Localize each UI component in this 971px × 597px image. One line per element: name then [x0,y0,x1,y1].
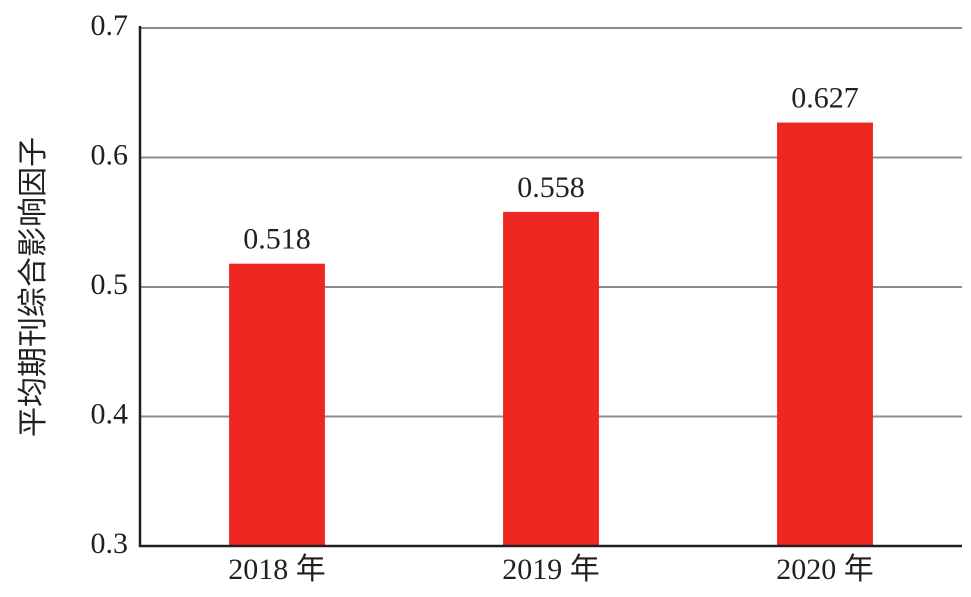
x-tick-label: 2018 年 [228,553,326,586]
y-tick-label: 0.3 [91,527,129,560]
x-tick-label: 2020 年 [776,553,874,586]
y-tick-label: 0.5 [91,268,129,301]
data-label: 0.558 [517,171,585,204]
data-label: 0.627 [791,81,859,114]
bar [229,263,325,546]
y-tick-label: 0.7 [91,9,129,42]
bar [777,122,873,546]
y-axis-label: 平均期刊综合影响因子 [17,137,50,437]
data-label: 0.518 [243,223,311,256]
bar-layer [229,122,873,546]
y-tick-label: 0.6 [91,138,129,171]
y-tick-label: 0.4 [91,397,129,430]
bar [503,211,599,546]
x-tick-label: 2019 年 [502,553,600,586]
